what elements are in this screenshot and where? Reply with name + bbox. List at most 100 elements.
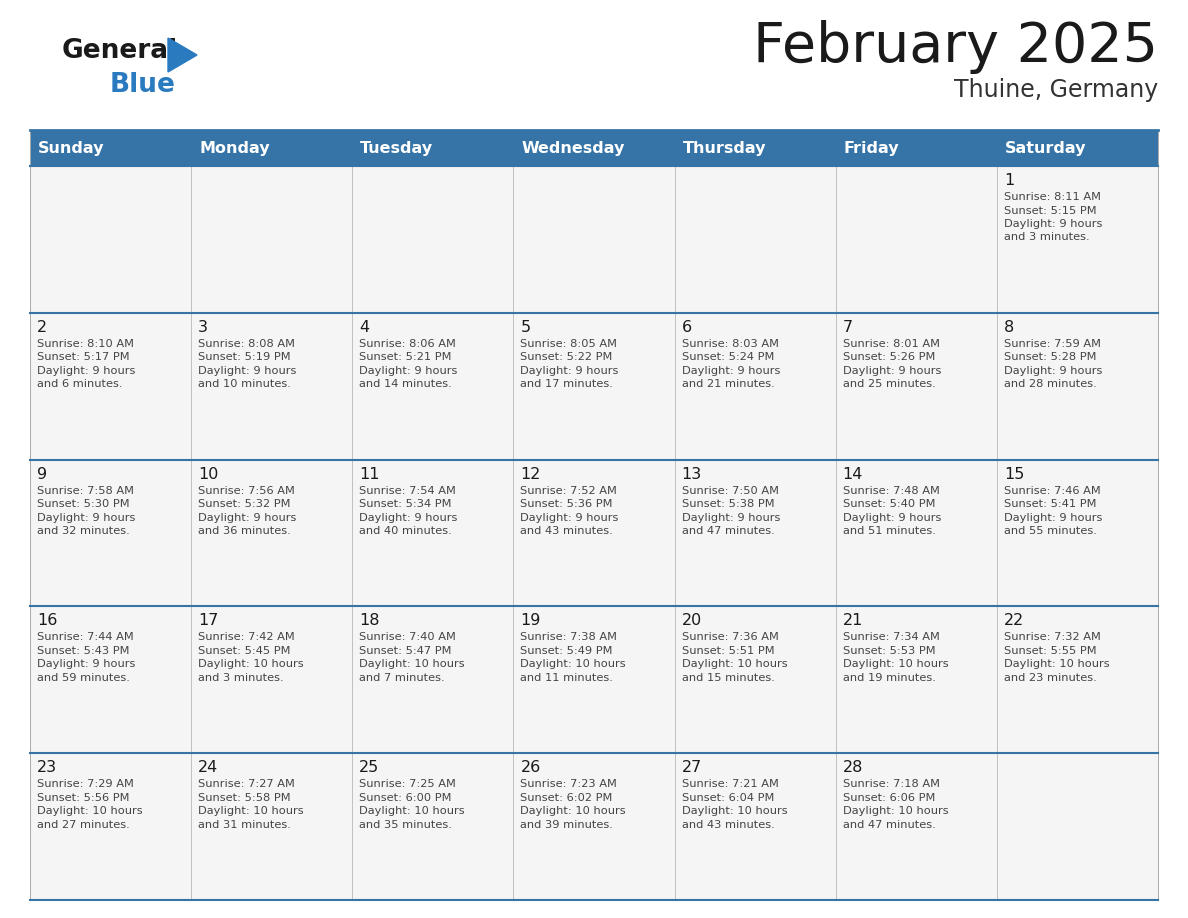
Text: Daylight: 10 hours: Daylight: 10 hours: [1004, 659, 1110, 669]
Text: Sunrise: 7:59 AM: Sunrise: 7:59 AM: [1004, 339, 1101, 349]
Bar: [30, 166, 1158, 313]
Bar: [835, 130, 997, 166]
Text: Sunset: 5:30 PM: Sunset: 5:30 PM: [37, 499, 129, 509]
Text: Sunrise: 7:56 AM: Sunrise: 7:56 AM: [198, 486, 295, 496]
Text: 22: 22: [1004, 613, 1024, 629]
Text: Sunset: 5:19 PM: Sunset: 5:19 PM: [198, 353, 291, 363]
Text: Friday: Friday: [843, 140, 899, 155]
Text: Daylight: 9 hours: Daylight: 9 hours: [1004, 512, 1102, 522]
Text: and 3 minutes.: and 3 minutes.: [1004, 232, 1089, 242]
Text: 14: 14: [842, 466, 864, 482]
Text: Sunset: 5:22 PM: Sunset: 5:22 PM: [520, 353, 613, 363]
Text: Sunrise: 7:29 AM: Sunrise: 7:29 AM: [37, 779, 134, 789]
Text: Sunrise: 7:42 AM: Sunrise: 7:42 AM: [198, 633, 295, 643]
Text: and 27 minutes.: and 27 minutes.: [37, 820, 129, 830]
Text: 26: 26: [520, 760, 541, 775]
Text: and 11 minutes.: and 11 minutes.: [520, 673, 613, 683]
Text: Sunset: 5:47 PM: Sunset: 5:47 PM: [359, 646, 451, 655]
Text: 19: 19: [520, 613, 541, 629]
Text: Daylight: 9 hours: Daylight: 9 hours: [1004, 219, 1102, 229]
Text: Thuine, Germany: Thuine, Germany: [954, 78, 1158, 102]
Text: Sunrise: 7:48 AM: Sunrise: 7:48 AM: [842, 486, 940, 496]
Text: Sunset: 5:32 PM: Sunset: 5:32 PM: [198, 499, 291, 509]
Text: Daylight: 9 hours: Daylight: 9 hours: [359, 365, 457, 375]
Text: 2: 2: [37, 319, 48, 335]
Text: Sunrise: 7:46 AM: Sunrise: 7:46 AM: [1004, 486, 1100, 496]
Text: 1: 1: [1004, 173, 1015, 188]
Bar: [30, 753, 1158, 900]
Text: Daylight: 10 hours: Daylight: 10 hours: [359, 659, 465, 669]
Text: 25: 25: [359, 760, 379, 775]
Text: Daylight: 10 hours: Daylight: 10 hours: [682, 806, 788, 816]
Text: Sunset: 5:45 PM: Sunset: 5:45 PM: [198, 646, 291, 655]
Text: and 51 minutes.: and 51 minutes.: [842, 526, 936, 536]
Text: and 59 minutes.: and 59 minutes.: [37, 673, 129, 683]
Text: Daylight: 10 hours: Daylight: 10 hours: [37, 806, 143, 816]
Bar: [191, 130, 353, 166]
Text: Sunset: 5:15 PM: Sunset: 5:15 PM: [1004, 206, 1097, 216]
Bar: [30, 460, 1158, 607]
Text: Sunset: 6:06 PM: Sunset: 6:06 PM: [842, 793, 935, 802]
Text: Daylight: 10 hours: Daylight: 10 hours: [682, 659, 788, 669]
Text: Sunset: 5:26 PM: Sunset: 5:26 PM: [842, 353, 935, 363]
Text: Daylight: 9 hours: Daylight: 9 hours: [198, 512, 297, 522]
Bar: [30, 313, 1158, 460]
Text: Sunrise: 8:03 AM: Sunrise: 8:03 AM: [682, 339, 778, 349]
Text: and 36 minutes.: and 36 minutes.: [198, 526, 291, 536]
Text: Daylight: 9 hours: Daylight: 9 hours: [842, 512, 941, 522]
Text: Daylight: 9 hours: Daylight: 9 hours: [520, 512, 619, 522]
Text: 27: 27: [682, 760, 702, 775]
Text: 3: 3: [198, 319, 208, 335]
Text: Sunrise: 7:23 AM: Sunrise: 7:23 AM: [520, 779, 618, 789]
Text: Daylight: 10 hours: Daylight: 10 hours: [198, 806, 304, 816]
Text: and 39 minutes.: and 39 minutes.: [520, 820, 613, 830]
Text: and 17 minutes.: and 17 minutes.: [520, 379, 613, 389]
Text: and 6 minutes.: and 6 minutes.: [37, 379, 122, 389]
Text: Sunrise: 7:50 AM: Sunrise: 7:50 AM: [682, 486, 778, 496]
Text: Sunset: 5:34 PM: Sunset: 5:34 PM: [359, 499, 451, 509]
Text: Sunday: Sunday: [38, 140, 105, 155]
Text: February 2025: February 2025: [753, 20, 1158, 74]
Text: Sunrise: 7:32 AM: Sunrise: 7:32 AM: [1004, 633, 1101, 643]
Text: Daylight: 9 hours: Daylight: 9 hours: [682, 365, 781, 375]
Text: Daylight: 9 hours: Daylight: 9 hours: [37, 659, 135, 669]
Text: Sunset: 5:43 PM: Sunset: 5:43 PM: [37, 646, 129, 655]
Text: Monday: Monday: [200, 140, 270, 155]
Text: Sunrise: 7:36 AM: Sunrise: 7:36 AM: [682, 633, 778, 643]
Text: Daylight: 9 hours: Daylight: 9 hours: [198, 365, 297, 375]
Text: Sunset: 5:49 PM: Sunset: 5:49 PM: [520, 646, 613, 655]
Text: and 25 minutes.: and 25 minutes.: [842, 379, 935, 389]
Text: 18: 18: [359, 613, 380, 629]
Bar: [30, 607, 1158, 753]
Text: and 23 minutes.: and 23 minutes.: [1004, 673, 1097, 683]
Text: Blue: Blue: [110, 72, 176, 98]
Text: and 31 minutes.: and 31 minutes.: [198, 820, 291, 830]
Text: Sunset: 5:36 PM: Sunset: 5:36 PM: [520, 499, 613, 509]
Text: and 3 minutes.: and 3 minutes.: [198, 673, 284, 683]
Text: Daylight: 9 hours: Daylight: 9 hours: [37, 365, 135, 375]
Text: 12: 12: [520, 466, 541, 482]
Text: 17: 17: [198, 613, 219, 629]
Text: Sunrise: 7:27 AM: Sunrise: 7:27 AM: [198, 779, 295, 789]
Text: Thursday: Thursday: [683, 140, 766, 155]
Text: and 15 minutes.: and 15 minutes.: [682, 673, 775, 683]
Text: Sunset: 5:40 PM: Sunset: 5:40 PM: [842, 499, 935, 509]
Text: Daylight: 10 hours: Daylight: 10 hours: [520, 659, 626, 669]
Bar: [30, 130, 191, 166]
Text: Daylight: 10 hours: Daylight: 10 hours: [842, 659, 948, 669]
Text: 8: 8: [1004, 319, 1015, 335]
Text: Daylight: 10 hours: Daylight: 10 hours: [520, 806, 626, 816]
Text: and 47 minutes.: and 47 minutes.: [682, 526, 775, 536]
Text: 21: 21: [842, 613, 864, 629]
Text: 9: 9: [37, 466, 48, 482]
Text: Sunset: 5:58 PM: Sunset: 5:58 PM: [198, 793, 291, 802]
Text: 11: 11: [359, 466, 380, 482]
Text: Sunrise: 7:54 AM: Sunrise: 7:54 AM: [359, 486, 456, 496]
Text: Daylight: 10 hours: Daylight: 10 hours: [842, 806, 948, 816]
Text: 24: 24: [198, 760, 219, 775]
Text: Sunrise: 8:01 AM: Sunrise: 8:01 AM: [842, 339, 940, 349]
Text: Sunrise: 7:44 AM: Sunrise: 7:44 AM: [37, 633, 134, 643]
Text: Sunrise: 7:52 AM: Sunrise: 7:52 AM: [520, 486, 618, 496]
Text: 10: 10: [198, 466, 219, 482]
Text: Wednesday: Wednesday: [522, 140, 625, 155]
